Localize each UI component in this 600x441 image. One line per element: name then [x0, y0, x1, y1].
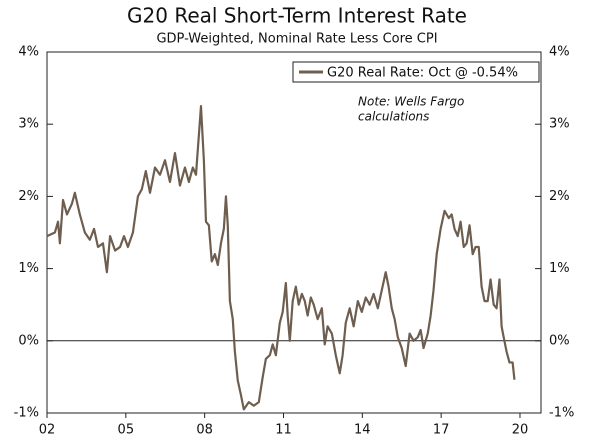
y2-tick-label: -1% — [549, 406, 574, 421]
y-tick-label: -1% — [14, 406, 39, 421]
plot-frame — [46, 51, 542, 414]
y-tick-label: 3% — [18, 117, 39, 132]
note: calculations — [358, 110, 429, 124]
y2-tick-label: 1% — [549, 261, 570, 276]
y2-tick-label: 4% — [549, 45, 570, 60]
line-series — [46, 105, 516, 411]
y2-tick-label: 3% — [549, 117, 570, 132]
x-tick-label: 02 — [39, 423, 56, 438]
legend-label: G20 Real Rate: Oct @ -0.54% — [327, 66, 518, 81]
x-tick-label: 20 — [512, 423, 529, 438]
y-tick-label: 1% — [18, 261, 39, 276]
x-tick-label: 05 — [118, 423, 135, 438]
y-tick-label: 2% — [18, 189, 39, 204]
legend-box — [292, 61, 540, 83]
chart-title: G20 Real Short-Term Interest Rate — [127, 4, 467, 28]
y2-tick-label: 2% — [549, 189, 570, 204]
x-tick-label: 08 — [196, 423, 213, 438]
note: Note: Wells Fargo — [358, 95, 464, 109]
y-tick-label: 4% — [18, 45, 39, 60]
x-tick-label: 14 — [354, 423, 371, 438]
y-tick-label: 0% — [18, 333, 39, 348]
x-tick-label: 17 — [433, 423, 450, 438]
chart-subtitle: GDP-Weighted, Nominal Rate Less Core CPI — [156, 32, 437, 47]
x-tick-label: 11 — [275, 423, 292, 438]
y2-tick-label: 0% — [549, 333, 570, 348]
